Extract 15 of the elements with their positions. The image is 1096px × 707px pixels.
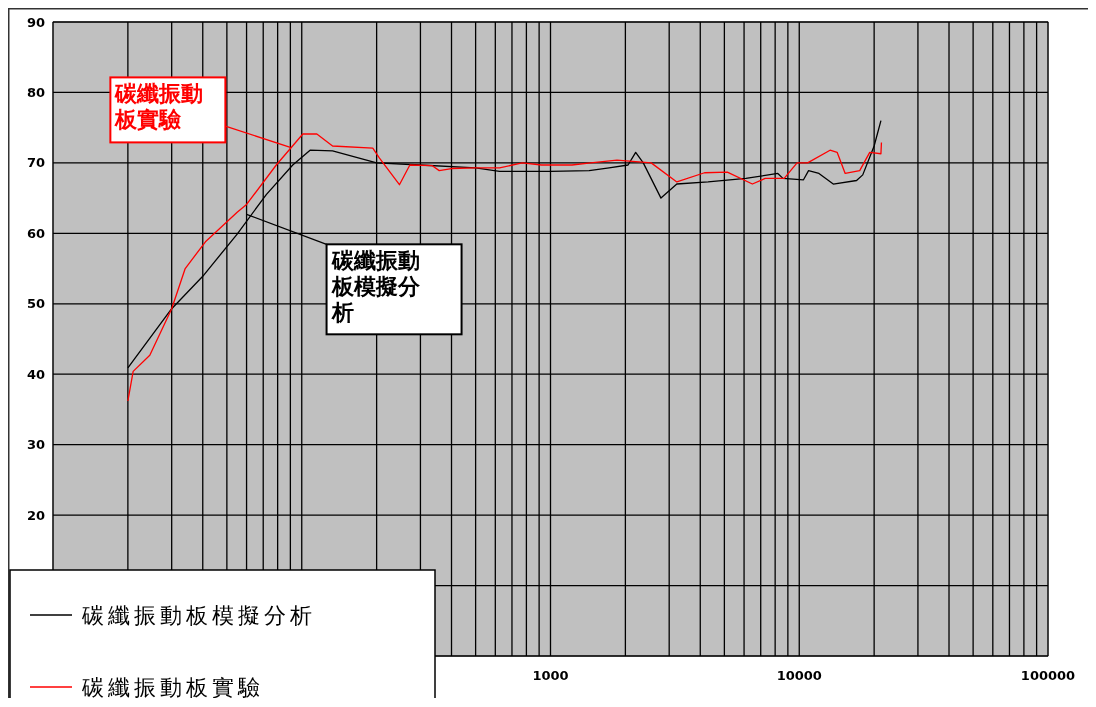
annotation: 碳纖振動板實驗 [114, 81, 204, 133]
annotation: 碳纖振動板模擬分析 [330, 248, 421, 326]
y-tick-label: 30 [26, 437, 45, 453]
y-tick-label: 20 [26, 507, 45, 523]
x-tick-label: 100000 [1020, 668, 1076, 683]
y-tick-label: 70 [26, 155, 45, 171]
y-tick-label: 50 [26, 296, 45, 312]
y-tick-label: 60 [26, 225, 45, 241]
x-tick-label: 10000 [776, 668, 822, 683]
y-tick-label: 90 [26, 14, 45, 30]
legend-label: 碳纖振動板模擬分析 [81, 602, 316, 628]
x-tick-label: 1000 [532, 668, 569, 683]
y-tick-label: 40 [26, 366, 45, 382]
y-tick-label: 80 [26, 84, 45, 100]
legend-label: 碳纖振動板實驗 [81, 674, 264, 700]
